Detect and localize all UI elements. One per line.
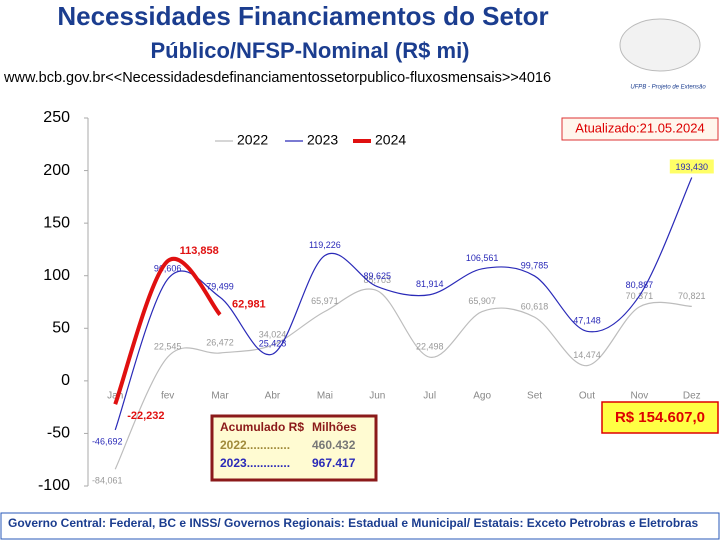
- data-label: 96,606: [154, 264, 182, 274]
- series-line: [114, 177, 693, 431]
- data-label: 60,618: [521, 301, 549, 311]
- data-label: 80,887: [626, 280, 654, 290]
- data-label: 81,914: [416, 279, 444, 289]
- highlight-text: R$ 154.607,0: [615, 409, 705, 426]
- legend-label: 2024: [375, 132, 406, 148]
- data-label: 62,981: [232, 299, 266, 311]
- x-tick-label: Set: [527, 391, 542, 402]
- accumulated-header: Acumulado R$: [220, 420, 304, 434]
- y-tick-label: -100: [38, 477, 70, 494]
- x-tick-label: Jun: [369, 391, 385, 402]
- y-tick-label: 150: [43, 214, 70, 231]
- data-label: 25,428: [259, 338, 287, 348]
- y-tick-label: 200: [43, 162, 70, 179]
- accumulated-header: Milhões: [312, 420, 357, 434]
- x-tick-label: Out: [579, 391, 595, 402]
- data-label: 70,821: [678, 291, 706, 301]
- y-tick-label: -50: [47, 425, 70, 442]
- highlight-box: [601, 401, 719, 434]
- data-label: 65,971: [311, 296, 339, 306]
- data-label: 106,561: [466, 253, 499, 263]
- y-tick-label: 0: [61, 372, 70, 389]
- data-label: 113,858: [180, 245, 219, 257]
- data-label: 34,024: [259, 329, 287, 339]
- x-tick-label: Jan: [107, 391, 123, 402]
- data-label: 89,625: [364, 271, 392, 281]
- accumulated-label: 2022.............: [220, 438, 290, 452]
- y-tick-label: 250: [43, 109, 70, 126]
- x-tick-label: Abr: [265, 391, 281, 402]
- data-label: 119,226: [309, 240, 341, 250]
- x-tick-label: fev: [161, 391, 174, 402]
- x-tick-label: Ago: [473, 391, 491, 402]
- data-label: 79,499: [206, 282, 234, 292]
- data-label: 26,472: [206, 337, 234, 347]
- accumulated-label: 2023.............: [220, 456, 290, 470]
- accumulated-value: 967.417: [312, 456, 356, 470]
- data-label: -46,692: [92, 436, 123, 446]
- logo-globe: [619, 18, 701, 72]
- logo: UFPB - Projeto de Extensão: [619, 18, 706, 91]
- x-tick-label: Dez: [683, 391, 701, 402]
- y-tick-label: 100: [43, 267, 70, 284]
- data-label: 193,430: [676, 162, 709, 172]
- series-line: [113, 256, 222, 405]
- y-tick-label: 50: [52, 320, 70, 337]
- data-label: 14,474: [573, 350, 601, 360]
- data-label: 65,907: [468, 296, 496, 306]
- x-tick-label: Jul: [423, 391, 436, 402]
- legend-label: 2022: [237, 132, 268, 148]
- source: www.bcb.gov.br<<Necessidadesdefinanciame…: [3, 70, 551, 86]
- series-line: [114, 288, 692, 470]
- data-label: 85,703: [364, 275, 392, 285]
- x-tick-label: Mar: [211, 391, 229, 402]
- footer: Governo Central: Federal, BC e INSS/ Gov…: [8, 516, 699, 530]
- footer-box: [0, 512, 720, 540]
- data-label: 22,545: [154, 342, 182, 352]
- data-label: 99,785: [521, 260, 549, 270]
- logo-text: UFPB - Projeto de Extensão: [630, 85, 706, 91]
- updated-box: [561, 117, 719, 141]
- updated-text: Atualizado:21.05.2024: [575, 120, 704, 135]
- accumulated-box: [210, 414, 378, 482]
- data-label: -84,061: [92, 476, 123, 486]
- chart-title: Necessidades Financiamentos do Setor: [57, 1, 548, 31]
- label-bg: [669, 159, 714, 174]
- chart-subtitle: Público/NFSP-Nominal (R$ mi): [150, 38, 469, 63]
- legend-label: 2023: [307, 132, 338, 148]
- data-label: 22,498: [416, 342, 444, 352]
- x-tick-label: Nov: [630, 391, 648, 402]
- accumulated-value: 460.432: [312, 438, 356, 452]
- data-label: -22,232: [127, 410, 164, 422]
- x-tick-label: Mai: [317, 391, 333, 402]
- data-label: 47,148: [573, 316, 601, 326]
